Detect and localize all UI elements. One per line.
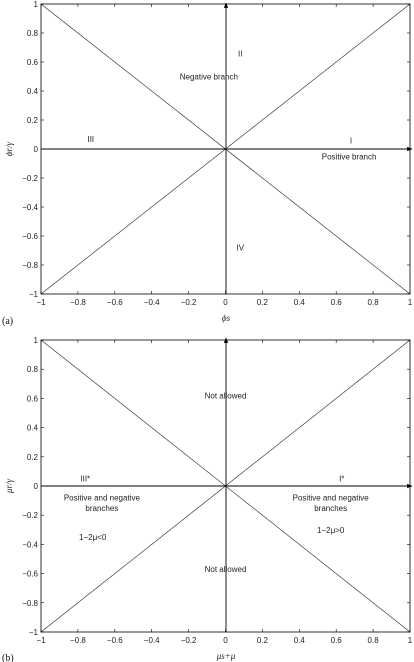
panel-b-xticks: −1 −0.8 −0.6 −0.4 −0.2 0 0.2 0.4 0.6 0.8 1 bbox=[36, 340, 413, 645]
y-tick-label: 0.8 bbox=[27, 365, 39, 374]
y-tick-label: 0.6 bbox=[27, 394, 39, 403]
panel-a-ylabel: ϕr/γ bbox=[4, 141, 14, 156]
annotation-label: IV bbox=[236, 244, 244, 253]
y-tick-label: −1 bbox=[29, 628, 39, 637]
x-tick-label: −0.4 bbox=[144, 636, 160, 645]
y-tick-label: −0.2 bbox=[22, 174, 38, 183]
panel-a-xlabel: ϕs bbox=[222, 313, 231, 323]
x-tick-label: −0.2 bbox=[181, 636, 197, 645]
y-tick-label: −0.4 bbox=[22, 203, 38, 212]
x-tick-label: 0.8 bbox=[368, 636, 380, 645]
x-tick-label: −0.8 bbox=[70, 298, 86, 307]
annotation-label: 1−2μ<0 bbox=[79, 533, 107, 542]
x-tick-label: −0.6 bbox=[107, 636, 123, 645]
panel-a-yticks: −1 −0.8 −0.6 −0.4 −0.2 0 0.2 0.4 0.6 0.8 1 bbox=[22, 0, 410, 299]
annotation-label: Not allowed bbox=[205, 565, 247, 574]
y-tick-label: 1 bbox=[34, 0, 39, 9]
x-tick-label: 0.2 bbox=[257, 298, 269, 307]
y-tick-label: 1 bbox=[34, 336, 39, 345]
annotation-label: III bbox=[87, 135, 94, 144]
panel-a-label: (a) bbox=[2, 316, 13, 327]
y-tick-label: −1 bbox=[29, 290, 39, 299]
x-tick-label: 0.4 bbox=[294, 298, 306, 307]
annotation-label: I bbox=[350, 136, 352, 145]
x-tick-label: 0.6 bbox=[331, 636, 343, 645]
y-tick-label: −0.6 bbox=[22, 232, 38, 241]
panel-b-label: (b) bbox=[2, 653, 14, 662]
annotation-label: III* bbox=[80, 475, 90, 484]
x-tick-label: −0.8 bbox=[70, 636, 86, 645]
x-tick-label: 0.6 bbox=[331, 298, 343, 307]
x-tick-label: 0 bbox=[223, 298, 228, 307]
annotation-label: Positive and negative bbox=[64, 494, 141, 503]
x-tick-label: 1 bbox=[408, 636, 413, 645]
y-tick-label: 0.2 bbox=[27, 453, 39, 462]
x-tick-label: −0.2 bbox=[181, 298, 197, 307]
panel-b-yticks: −1 −0.8 −0.6 −0.4 −0.2 0 0.2 0.4 0.6 0.8 1 bbox=[22, 336, 410, 637]
annotation-label: 1−2μ>0 bbox=[317, 526, 345, 535]
y-tick-label: 0.4 bbox=[27, 424, 39, 433]
x-tick-label: −1 bbox=[36, 636, 46, 645]
x-tick-label: 0.2 bbox=[257, 636, 269, 645]
annotation-label: branches bbox=[314, 504, 347, 513]
annotation-label: branches bbox=[85, 504, 118, 513]
y-tick-label: −0.8 bbox=[22, 599, 38, 608]
annotation-label: II bbox=[238, 49, 242, 58]
y-tick-label: 0.4 bbox=[27, 87, 39, 96]
annotation-label: I* bbox=[339, 475, 344, 484]
x-tick-label: −1 bbox=[36, 298, 46, 307]
y-tick-label: 0.8 bbox=[27, 29, 39, 38]
panel-b-ylabel: μr/γ bbox=[4, 479, 14, 495]
y-tick-label: 0 bbox=[34, 145, 39, 154]
panel-b: −1 −0.8 −0.6 −0.4 −0.2 0 0.2 0.4 0.6 0.8 1 −1−0.8−… bbox=[2, 336, 413, 662]
panel-b-xlabel: μs+μ bbox=[216, 651, 236, 661]
y-tick-label: 0.2 bbox=[27, 116, 39, 125]
x-tick-label: 0.8 bbox=[368, 298, 380, 307]
x-tick-label: 0.4 bbox=[294, 636, 306, 645]
annotation-label: Negative branch bbox=[180, 73, 238, 82]
x-tick-label: −0.6 bbox=[107, 298, 123, 307]
annotation-label: Positive and negative bbox=[293, 494, 370, 503]
panel-a-xticks: −1 −0.8 −0.6 −0.4 −0.2 0 0.2 0.4 0.6 0.8 1 bbox=[36, 4, 413, 307]
annotation-label: Positive branch bbox=[322, 152, 377, 161]
y-tick-label: 0.6 bbox=[27, 58, 39, 67]
y-tick-label: 0 bbox=[34, 482, 39, 491]
x-tick-label: −0.4 bbox=[144, 298, 160, 307]
y-tick-label: −0.6 bbox=[22, 570, 38, 579]
x-tick-label: 1 bbox=[408, 298, 413, 307]
panel-a: −1 −0.8 −0.6 −0.4 −0.2 0 0.2 0.4 0.6 0.8 1 −1−0.8−… bbox=[2, 0, 413, 327]
x-tick-label: 0 bbox=[223, 636, 228, 645]
annotation-label: Not allowed bbox=[205, 391, 247, 400]
y-tick-label: −0.4 bbox=[22, 540, 38, 549]
y-tick-label: −0.2 bbox=[22, 511, 38, 520]
y-tick-label: −0.8 bbox=[22, 261, 38, 270]
